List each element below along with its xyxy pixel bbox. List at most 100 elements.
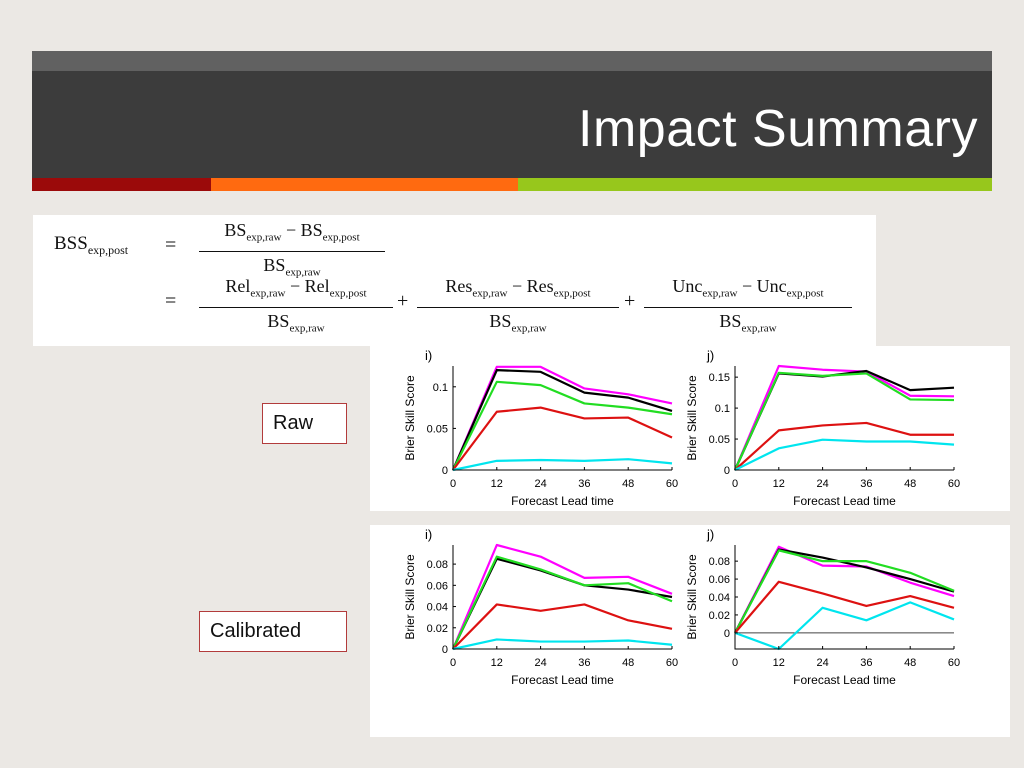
x-axis-label: Forecast Lead time bbox=[793, 673, 896, 687]
x-tick-label: 48 bbox=[622, 657, 634, 669]
chart-raw-i: i) 0 12 24 36 48 60 0 0.05 0.1 Forecast Lead time B… bbox=[403, 348, 678, 508]
y-tick-label: 0 bbox=[442, 644, 448, 656]
y-tick-label: 0.04 bbox=[709, 592, 730, 604]
fraction-res-numerator: Resexp,raw − Resexp,post bbox=[445, 276, 591, 300]
formula-lhs-text: BSS bbox=[54, 233, 88, 254]
fraction-res: Resexp,raw − Resexp,post BSexp,raw bbox=[417, 275, 619, 339]
x-tick-label: 36 bbox=[578, 478, 590, 490]
y-tick-label: 0.08 bbox=[427, 559, 448, 571]
series-line-2 bbox=[451, 369, 673, 471]
x-axis-label: Forecast Lead time bbox=[511, 494, 614, 508]
y-tick-label: 0.02 bbox=[427, 623, 448, 635]
y-tick-label: 0.06 bbox=[427, 580, 448, 592]
accent-stripe-red bbox=[32, 178, 211, 191]
x-tick-label: 12 bbox=[773, 657, 785, 669]
x-tick-label: 36 bbox=[860, 478, 872, 490]
series-line-1 bbox=[733, 364, 955, 471]
fraction-bar bbox=[644, 306, 852, 308]
equals-sign-1: = bbox=[165, 234, 177, 256]
x-tick-label: 36 bbox=[860, 657, 872, 669]
series-line-4 bbox=[734, 421, 954, 471]
y-axis-label: Brier Skill Score bbox=[685, 375, 699, 461]
plus-sign-1: + bbox=[397, 290, 409, 312]
fraction-bar bbox=[199, 250, 385, 252]
series-line-3 bbox=[452, 380, 673, 471]
chart-raw-j: j) 0 12 24 36 48 60 0 0.05 0.1 0.15 Forecast Lead t… bbox=[685, 348, 960, 508]
fraction-bar bbox=[417, 306, 619, 308]
fraction-bar bbox=[199, 306, 393, 308]
series-line-4 bbox=[734, 580, 955, 634]
y-tick-label: 0.05 bbox=[427, 423, 448, 435]
x-tick-label: 24 bbox=[816, 478, 828, 490]
y-tick-label: 0.1 bbox=[433, 382, 448, 394]
series-line-5 bbox=[452, 638, 673, 651]
chart-calibrated-j: j) 0 12 24 36 48 60 0 0.02 0.04 0.06 0.08 Forecast L… bbox=[685, 527, 960, 687]
accent-stripe-orange bbox=[211, 178, 518, 191]
x-tick-label: 0 bbox=[732, 657, 738, 669]
y-tick-label: 0 bbox=[724, 465, 730, 477]
x-axis-label: Forecast Lead time bbox=[793, 494, 896, 508]
equals-sign-2: = bbox=[165, 290, 177, 312]
series-line-3 bbox=[734, 549, 955, 634]
x-tick-label: 0 bbox=[450, 478, 456, 490]
y-tick-label: 0.02 bbox=[709, 610, 730, 622]
x-axis-label: Forecast Lead time bbox=[511, 673, 614, 687]
series-line-4 bbox=[452, 603, 673, 650]
title-bar-top-strip bbox=[32, 51, 992, 71]
series-line-2 bbox=[733, 369, 955, 471]
chart-calibrated-i: i) 0 12 24 36 48 60 0 0.02 0.04 0.06 0.08 Forecast L… bbox=[403, 527, 678, 687]
x-tick-label: 48 bbox=[904, 478, 916, 490]
series-line-3 bbox=[452, 555, 673, 650]
x-tick-label: 60 bbox=[666, 657, 678, 669]
fraction-unc-numerator: Uncexp,raw − Uncexp,post bbox=[672, 276, 824, 300]
y-axis-label: Brier Skill Score bbox=[403, 554, 417, 640]
y-tick-label: 0 bbox=[442, 465, 448, 477]
y-tick-label: 0.06 bbox=[709, 574, 730, 586]
formula-lhs-sub: exp,post bbox=[87, 242, 129, 257]
y-tick-label: 0.1 bbox=[715, 403, 730, 415]
fraction-rel: Relexp,raw − Relexp,post BSexp,raw bbox=[199, 275, 393, 339]
y-tick-label: 0.15 bbox=[709, 372, 730, 384]
x-tick-label: 48 bbox=[622, 478, 634, 490]
fraction-rel-numerator: Relexp,raw − Relexp,post bbox=[225, 276, 367, 300]
series-line-1 bbox=[734, 545, 955, 634]
slide-title: Impact Summary bbox=[578, 100, 978, 158]
plus-sign-2: + bbox=[624, 290, 636, 312]
formula-box: BSSexp,post = = BSexp,raw − BSexp,post B… bbox=[33, 215, 876, 346]
series-line-5 bbox=[452, 458, 673, 472]
x-tick-label: 12 bbox=[491, 657, 503, 669]
x-tick-label: 60 bbox=[948, 478, 960, 490]
panel-label: j) bbox=[706, 527, 714, 542]
title-bar: Impact Summary bbox=[32, 71, 992, 178]
fraction-bs-numerator: BSexp,raw − BSexp,post bbox=[224, 220, 360, 244]
panel-label: i) bbox=[425, 527, 432, 542]
fraction-res-denominator: BSexp,raw bbox=[489, 310, 547, 335]
fraction-bs: BSexp,raw − BSexp,post BSexp,raw bbox=[199, 219, 385, 283]
calibrated-label: Calibrated bbox=[199, 611, 347, 652]
fraction-unc-denominator: BSexp,raw bbox=[719, 310, 777, 335]
x-tick-label: 0 bbox=[450, 657, 456, 669]
axis-lines bbox=[452, 545, 672, 650]
x-tick-label: 60 bbox=[948, 657, 960, 669]
fraction-unc: Uncexp,raw − Uncexp,post BSexp,raw bbox=[644, 275, 852, 339]
x-tick-label: 24 bbox=[534, 657, 546, 669]
x-tick-label: 48 bbox=[904, 657, 916, 669]
x-tick-label: 24 bbox=[534, 478, 546, 490]
y-tick-label: 0.05 bbox=[709, 434, 730, 446]
y-tick-label: 0 bbox=[724, 628, 730, 640]
series-line-1 bbox=[451, 543, 673, 650]
fraction-rel-denominator: BSexp,raw bbox=[267, 310, 325, 335]
raw-label: Raw bbox=[262, 403, 347, 444]
series-line-1 bbox=[451, 365, 673, 471]
x-tick-label: 24 bbox=[816, 657, 828, 669]
x-tick-label: 12 bbox=[773, 478, 785, 490]
raw-charts-panel: i) 0 12 24 36 48 60 0 0.05 0.1 Forecast Lead time B… bbox=[370, 346, 1010, 511]
y-tick-label: 0.08 bbox=[709, 556, 730, 568]
formula-lhs: BSSexp,post bbox=[54, 233, 128, 258]
series-line-5 bbox=[734, 438, 955, 471]
accent-stripe-green bbox=[518, 178, 992, 191]
series-line-3 bbox=[733, 371, 955, 471]
series-line-5 bbox=[734, 601, 955, 651]
y-axis-label: Brier Skill Score bbox=[685, 554, 699, 640]
series-line-4 bbox=[452, 406, 673, 471]
